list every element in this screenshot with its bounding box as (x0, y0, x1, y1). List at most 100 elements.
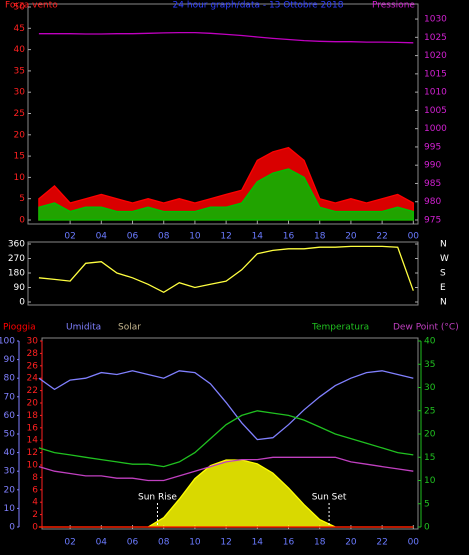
x-tick-label: 00 (408, 538, 420, 548)
x-tick-label: 06 (127, 232, 139, 242)
y-tick-label: 45 (14, 24, 25, 34)
y-tick-label: 26 (27, 361, 39, 371)
x-tick-label: 04 (96, 232, 108, 242)
y-tick-label: 50 (14, 3, 26, 13)
y-tick-label: 40 (4, 448, 16, 458)
y-tick-label: 40 (424, 337, 436, 347)
x-tick-label: 12 (220, 232, 231, 242)
legend-label: Umidita (66, 323, 101, 333)
y-tick-label: 50 (4, 430, 16, 440)
x-tick-label: 08 (158, 538, 170, 548)
y2-tick-label: 1020 (424, 51, 447, 61)
y-tick-label: 90 (4, 355, 16, 365)
y-tick-label: 10 (14, 173, 26, 183)
legend-label: Dew Point (°C) (393, 323, 459, 333)
line-series (38, 410, 414, 468)
y-tick-label: 14 (27, 436, 39, 446)
y-tick-label: 180 (8, 269, 25, 279)
x-tick-label: 18 (314, 232, 326, 242)
y-tick-label: 270 (8, 254, 25, 264)
y-tick-label: 25 (14, 109, 25, 119)
plot-frame (27, 241, 419, 306)
y-tick-label: 0 (19, 298, 25, 308)
x-tick-label: 20 (345, 538, 357, 548)
y2-tick-label: 990 (424, 161, 441, 171)
line-series (38, 31, 414, 44)
y2-tick-label: 1025 (424, 33, 447, 43)
x-tick-label: 18 (314, 538, 326, 548)
y-tick-label: 18 (27, 411, 39, 421)
y2-tick-label: N (440, 298, 447, 308)
y-tick-label: 20 (14, 130, 26, 140)
x-tick-label: 14 (252, 538, 264, 548)
area-series (38, 146, 414, 221)
y-tick-label: 28 (27, 349, 39, 359)
x-tick-label: 16 (283, 232, 295, 242)
y2-tick-label: E (440, 283, 446, 293)
line-series (38, 245, 414, 294)
y2-tick-label: N (440, 240, 447, 250)
y2-tick-label: 980 (424, 197, 441, 207)
y2-tick-label: 995 (424, 142, 441, 152)
y-tick-label: 2 (32, 510, 38, 520)
y-tick-label: 30 (4, 467, 16, 477)
y2-tick-label: 985 (424, 179, 441, 189)
y-tick-label: 5 (19, 194, 25, 204)
y-tick-label: 15 (424, 453, 435, 463)
y-tick-label: 70 (4, 392, 16, 402)
x-tick-label: 02 (64, 538, 75, 548)
y-tick-label: 4 (32, 498, 38, 508)
x-tick-label: 10 (189, 538, 201, 548)
y-tick-label: 35 (14, 66, 25, 76)
y-tick-label: 6 (32, 485, 38, 495)
x-tick-label: 12 (220, 538, 231, 548)
y-tick-label: 0 (19, 216, 25, 226)
y2-tick-label: 1015 (424, 69, 447, 79)
y-tick-label: 15 (14, 152, 25, 162)
y-tick-label: 60 (4, 411, 16, 421)
x-tick-label: 06 (127, 538, 139, 548)
y-tick-label: 20 (27, 399, 39, 409)
y-axis-label: Forza vento (5, 1, 58, 11)
y2-tick-label: 1030 (424, 15, 447, 25)
y-tick-label: 16 (27, 423, 39, 433)
plot-frame (27, 3, 419, 225)
y-tick-label: 0 (32, 523, 38, 533)
y2-tick-label: 1000 (424, 124, 447, 134)
y-tick-label: 0 (424, 523, 430, 533)
y-tick-label: 360 (8, 240, 25, 250)
y-tick-label: 20 (4, 485, 16, 495)
y2-tick-label: 975 (424, 216, 441, 226)
y-tick-label: 12 (27, 448, 38, 458)
y2-tick-label: W (440, 254, 449, 264)
x-tick-label: 16 (283, 538, 295, 548)
line-series (38, 456, 414, 482)
y2-axis-label: Pressione (372, 1, 415, 11)
x-tick-label: 02 (64, 232, 75, 242)
line-series (38, 370, 414, 441)
x-tick-label: 22 (376, 232, 387, 242)
y-tick-label: 80 (4, 374, 16, 384)
x-tick-label: 00 (408, 232, 420, 242)
x-tick-label: 08 (158, 232, 170, 242)
chart-title: 24 hour graph/data - 13 Ottobre 2018 (173, 1, 344, 11)
y-tick-label: 100 (0, 337, 15, 347)
legend-label: Pioggia (3, 323, 36, 333)
y-tick-label: 30 (27, 337, 39, 347)
y-tick-label: 10 (4, 504, 16, 514)
annotation-label: Sun Rise (138, 493, 177, 503)
x-tick-label: 04 (96, 538, 108, 548)
y-tick-label: 40 (14, 45, 26, 55)
y-tick-label: 25 (424, 406, 435, 416)
y-tick-label: 30 (424, 383, 436, 393)
y-tick-label: 20 (424, 430, 436, 440)
area-series (38, 168, 414, 221)
legend-label: Temperatura (311, 323, 369, 333)
x-tick-label: 10 (189, 232, 201, 242)
y2-tick-label: 1005 (424, 106, 447, 116)
y-tick-label: 22 (27, 386, 38, 396)
y2-tick-label: 1010 (424, 88, 447, 98)
y-tick-label: 24 (27, 374, 39, 384)
